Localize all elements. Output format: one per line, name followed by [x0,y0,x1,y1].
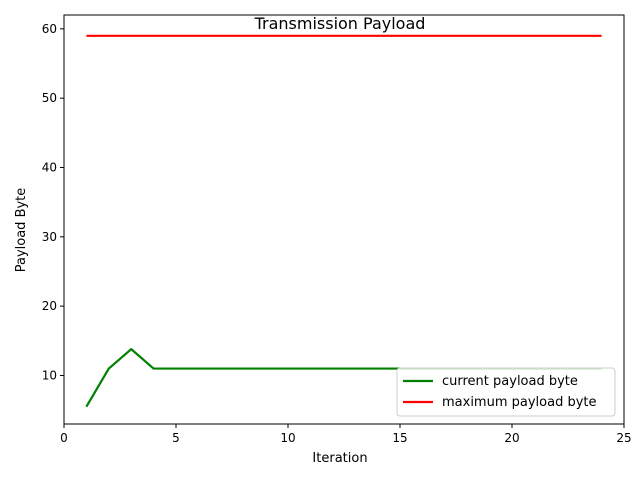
axis-ticks: 0 5 10 15 20 25 10 20 30 40 50 60 [42,22,632,445]
x-axis-label: Iteration [312,451,367,466]
y-tick-label: 50 [42,91,57,105]
y-tick-label: 60 [42,22,57,36]
legend-label-maximum: maximum payload byte [442,395,597,410]
x-tick-label: 0 [60,431,68,445]
y-tick-label: 40 [42,161,57,175]
x-tick-label: 5 [172,431,180,445]
plot-area-frame [63,14,625,425]
legend-label-current: current payload byte [442,374,578,389]
y-axis-label: Payload Byte [14,188,29,273]
legend-box [396,367,616,417]
y-tick-label: 10 [42,368,57,382]
chart-title: Transmission Payload [254,14,426,33]
y-tick-label: 20 [42,299,57,313]
x-tick-label: 10 [280,431,295,445]
y-tick-label: 30 [42,230,57,244]
x-tick-label: 15 [392,431,407,445]
x-tick-label: 20 [504,431,519,445]
x-tick-label: 25 [616,431,631,445]
legend: current payload byte maximum payload byt… [396,367,616,417]
